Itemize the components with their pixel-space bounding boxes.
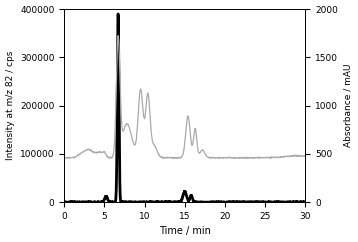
Y-axis label: Absorbance / mAU: Absorbance / mAU [343,64,352,147]
X-axis label: Time / min: Time / min [159,227,211,236]
Y-axis label: Intensity at m/z 82 / cps: Intensity at m/z 82 / cps [6,51,15,160]
